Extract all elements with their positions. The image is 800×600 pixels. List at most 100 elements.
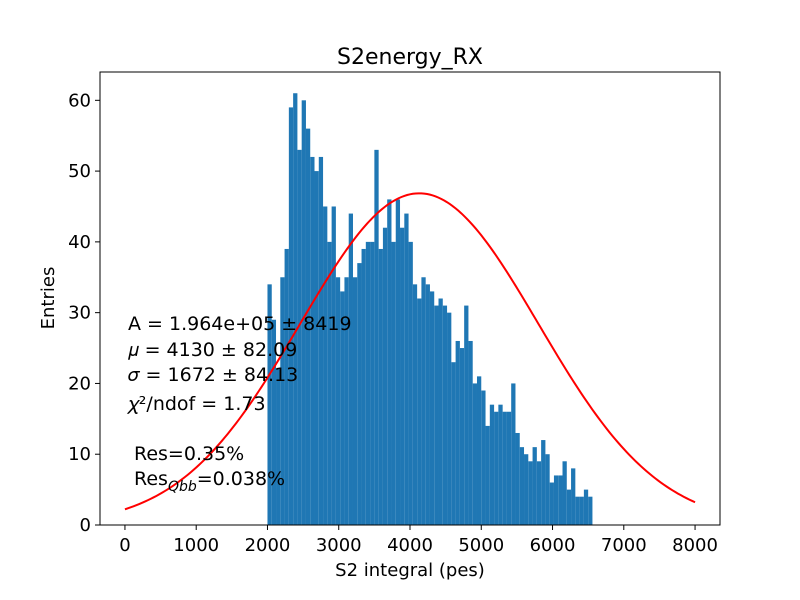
histogram-bar	[408, 241, 413, 525]
histogram-bar	[553, 475, 559, 525]
x-tick-label: 3000	[316, 535, 362, 556]
histogram-bar	[545, 454, 550, 525]
histogram-bar	[429, 291, 435, 525]
histogram-bar	[528, 461, 533, 525]
histogram-bar	[331, 206, 336, 525]
histogram-bar	[344, 277, 349, 525]
histogram-bar	[400, 227, 405, 525]
histogram-bar	[494, 411, 499, 525]
y-tick-label: 30	[68, 303, 91, 324]
histogram-bar	[421, 277, 426, 525]
histogram-bar	[382, 227, 388, 525]
y-tick-label: 20	[68, 373, 91, 394]
histogram-bar	[370, 241, 375, 525]
y-axis-label: Entries	[38, 267, 59, 330]
histogram-bar	[455, 340, 460, 525]
histogram-bar	[506, 411, 512, 525]
histogram-bar	[502, 411, 507, 525]
histogram-bar	[374, 149, 379, 525]
x-tick-label: 6000	[530, 535, 576, 556]
histogram-bar	[464, 305, 469, 525]
histogram-bar	[417, 298, 422, 525]
histogram-bar	[524, 454, 529, 525]
histogram-bar	[340, 291, 345, 525]
histogram-bar	[566, 489, 572, 525]
resq-base: Res	[134, 468, 168, 490]
histogram-bar	[468, 340, 473, 525]
histogram-bar	[352, 277, 358, 525]
histogram-bar	[434, 305, 439, 525]
histogram-bar	[271, 319, 277, 525]
histogram-bar	[536, 461, 542, 525]
histogram-bar	[588, 496, 593, 525]
x-tick-label: 8000	[672, 535, 718, 556]
y-tick-label: 50	[68, 161, 91, 182]
histogram-bar	[318, 156, 324, 525]
y-axis-ticks: 0 10 20 30 40 50 60	[68, 90, 100, 536]
histogram-bar	[391, 241, 396, 525]
histogram-bar	[395, 199, 401, 525]
histogram-bar	[425, 284, 430, 525]
histogram-bar	[357, 263, 362, 525]
histogram-bar	[489, 404, 495, 525]
histogram-bar	[438, 298, 443, 525]
y-tick-label: 0	[80, 515, 91, 536]
x-tick-label: 5000	[458, 535, 504, 556]
histogram-bar	[276, 369, 281, 525]
histogram-bar	[511, 383, 516, 525]
histogram-bars	[267, 93, 593, 525]
annotation-mean: 𝜇 = 4130 ± 82.09	[128, 339, 297, 361]
histogram-bar	[571, 468, 576, 525]
histogram-bar	[404, 213, 409, 525]
histogram-bar	[459, 348, 465, 525]
y-tick-label: 60	[68, 90, 91, 111]
histogram-bar	[583, 489, 589, 525]
histogram-bar	[515, 432, 520, 525]
histogram-bar	[476, 376, 482, 525]
histogram-bar	[549, 482, 554, 525]
annotation-resolution: Res=0.35%	[134, 443, 244, 465]
histogram-bar	[485, 425, 490, 525]
fit-curve	[124, 192, 696, 511]
histogram-bar	[541, 440, 546, 525]
histogram-bar	[378, 248, 383, 525]
resq-rest: =0.038%	[197, 468, 285, 490]
histogram-bar	[558, 475, 563, 525]
x-axis-ticks: 0 1000 2000 3000 4000 5000 6000 7000 8000	[119, 525, 718, 556]
x-tick-label: 4000	[387, 535, 433, 556]
histogram-bar	[481, 390, 486, 525]
histogram-bar	[284, 248, 289, 525]
histogram-bar	[301, 100, 306, 525]
y-tick-label: 10	[68, 444, 91, 465]
histogram-bar	[387, 199, 392, 525]
histogram-bar	[579, 496, 584, 525]
histogram-bar	[447, 312, 452, 525]
resq-subscript: Qbb	[168, 479, 197, 495]
x-tick-label: 7000	[601, 535, 647, 556]
histogram-bar	[575, 496, 580, 525]
histogram-bar	[293, 93, 298, 525]
x-tick-label: 1000	[173, 535, 219, 556]
chart-title: S2energy_RX	[337, 45, 483, 70]
histogram-bar	[451, 362, 456, 525]
annotation-amplitude: A = 1.964e+05 ± 8419	[128, 313, 352, 335]
histogram-bar	[314, 171, 319, 525]
histogram-bar	[361, 248, 366, 525]
histogram-bar	[519, 447, 525, 525]
annotation-resolution-qbb: ResQbb=0.038%	[134, 468, 285, 495]
histogram-bar	[327, 241, 332, 525]
histogram-bar	[562, 461, 567, 525]
histogram-bar	[280, 277, 285, 525]
y-tick-label: 40	[68, 232, 91, 253]
annotation-chi2: 𝜒²/ndof = 1.73	[126, 393, 266, 415]
x-tick-label: 0	[119, 535, 130, 556]
annotation-sigma: 𝜎 = 1672 ± 84.13	[128, 364, 298, 386]
histogram-bar	[365, 241, 371, 525]
histogram-bar	[288, 107, 294, 525]
histogram-bar	[472, 383, 477, 525]
histogram-bar	[310, 156, 315, 525]
histogram-bar	[297, 149, 302, 525]
histogram-bar	[498, 404, 503, 525]
